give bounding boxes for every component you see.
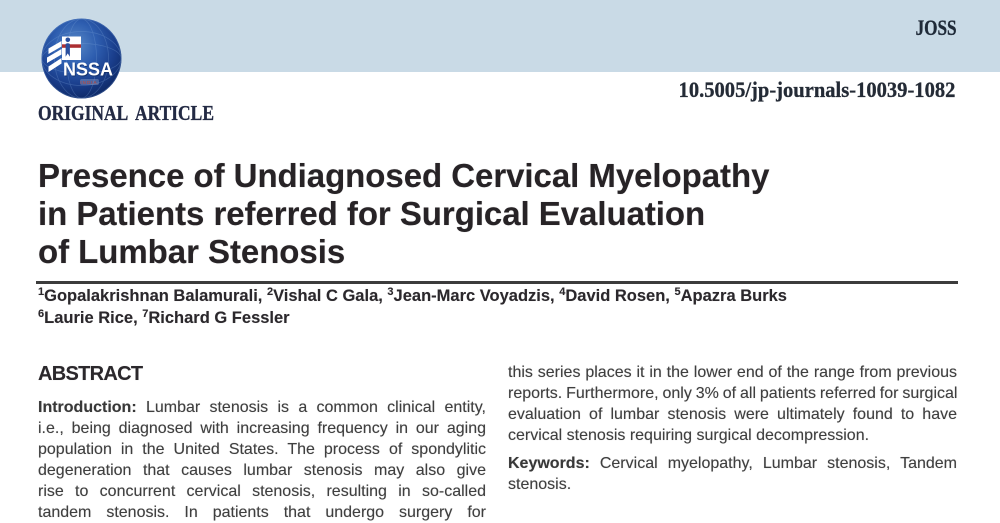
svg-text:NSSA: NSSA	[63, 60, 113, 80]
svg-text:INDIA: INDIA	[80, 80, 97, 85]
svg-text:NSSA: NSSA	[64, 60, 114, 80]
